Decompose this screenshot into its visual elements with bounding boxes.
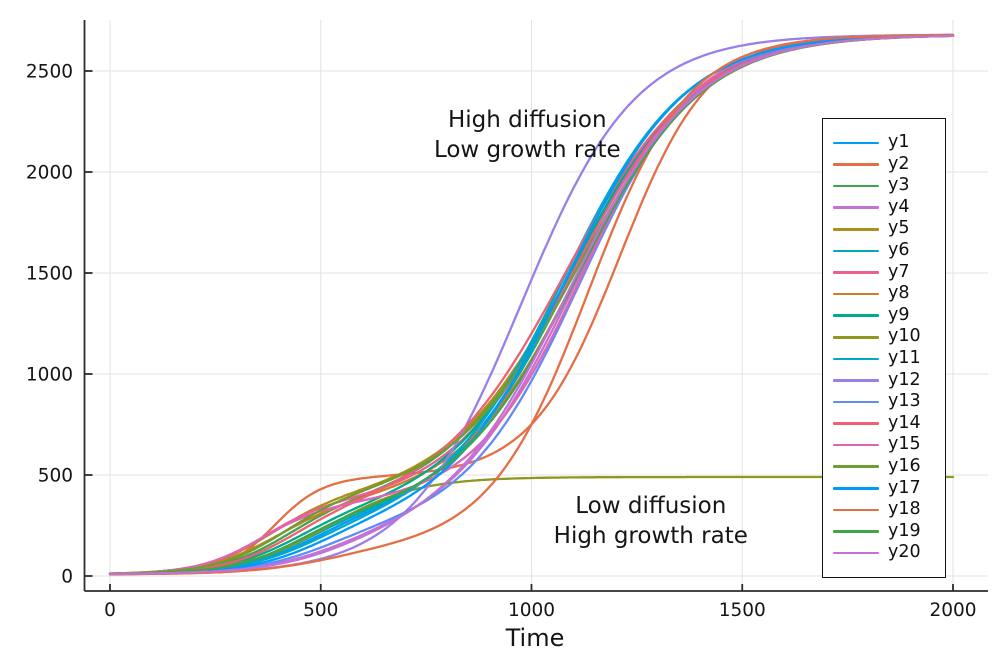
- legend-entry-y1: y1: [823, 132, 945, 154]
- annotation-low-diffusion: Low diffusion High growth rate: [554, 491, 748, 551]
- legend-entry-y3: y3: [823, 175, 945, 197]
- legend-line-swatch: [833, 379, 879, 382]
- legend-label: y10: [888, 326, 921, 347]
- legend-entry-y12: y12: [823, 370, 945, 392]
- annotation-line: High growth rate: [553, 523, 748, 550]
- legend-label: y15: [888, 434, 921, 455]
- series-line-y18: [108, 33, 955, 576]
- legend-line-swatch: [833, 314, 879, 317]
- legend-entry-y11: y11: [823, 348, 945, 370]
- legend-line-swatch: [833, 249, 879, 253]
- legend-line-swatch: [833, 292, 879, 296]
- legend-entry-y8: y8: [823, 283, 945, 305]
- legend-label: y9: [888, 304, 910, 325]
- y-tick-label: 2500: [26, 62, 73, 83]
- annotation-line: High diffusion: [447, 107, 607, 134]
- legend-label: y6: [888, 240, 910, 261]
- legend-entry-y6: y6: [823, 240, 945, 262]
- x-tick-label: 1500: [719, 600, 766, 621]
- legend-line-swatch: [833, 335, 879, 339]
- legend-entry-y19: y19: [823, 521, 945, 543]
- legend-label: y13: [888, 391, 921, 412]
- y-tick-label: 2000: [26, 163, 73, 184]
- legend-entry-y10: y10: [823, 326, 945, 348]
- legend-line-swatch: [833, 508, 879, 512]
- legend-entry-y7: y7: [823, 262, 945, 284]
- legend-label: y16: [888, 456, 921, 477]
- legend-entry-y15: y15: [823, 434, 945, 456]
- annotation-high-diffusion: High diffusion Low growth rate: [434, 105, 621, 165]
- series-line-y17: [108, 34, 955, 576]
- legend-line-swatch: [833, 163, 879, 166]
- legend-entry-y5: y5: [823, 218, 945, 240]
- legend-entry-y18: y18: [823, 499, 945, 521]
- legend-label: y18: [888, 499, 921, 520]
- legend-label: y20: [888, 542, 921, 563]
- legend-line-swatch: [833, 551, 879, 555]
- legend-line-swatch: [833, 184, 879, 188]
- x-tick-label: 1000: [508, 600, 555, 621]
- legend-label: y4: [888, 196, 910, 217]
- x-tick-label: 0: [104, 600, 116, 621]
- legend-entry-y13: y13: [823, 391, 945, 413]
- legend-entry-y16: y16: [823, 456, 945, 478]
- legend-entry-y2: y2: [823, 154, 945, 176]
- legend-line-swatch: [833, 443, 879, 447]
- legend-line-swatch: [833, 271, 879, 274]
- legend-line-swatch: [833, 206, 879, 209]
- legend-line-swatch: [833, 357, 879, 361]
- legend-line-swatch: [833, 400, 879, 404]
- legend-entry-y9: y9: [823, 305, 945, 327]
- legend-entry-y17: y17: [823, 478, 945, 500]
- legend-entry-y20: y20: [823, 542, 945, 564]
- legend-label: y1: [888, 132, 910, 153]
- legend-line-swatch: [833, 141, 879, 145]
- legend-line-swatch: [833, 465, 879, 469]
- legend-line-swatch: [833, 227, 879, 231]
- legend-label: y5: [888, 218, 910, 239]
- x-tick-label: 500: [303, 600, 338, 621]
- legend-line-swatch: [833, 422, 879, 425]
- legend-line-swatch: [833, 530, 879, 533]
- y-tick-label: 1000: [26, 365, 73, 386]
- y-tick-label: 1500: [26, 264, 73, 285]
- y-tick-label: 0: [61, 567, 73, 588]
- y-tick-label: 500: [38, 466, 73, 487]
- legend-line-swatch: [833, 487, 879, 490]
- legend-entry-y14: y14: [823, 413, 945, 435]
- series-line-y20: [108, 34, 955, 576]
- legend-label: y11: [888, 348, 921, 369]
- legend-label: y3: [888, 175, 910, 196]
- x-tick-label: 2000: [929, 600, 976, 621]
- legend-box: y1 y2 y3 y4 y5 y6 y7 y8 y9 y10 y11 y12 y13 y14 y15 y16 y…: [822, 118, 946, 578]
- annotation-line: Low growth rate: [433, 137, 621, 164]
- legend-label: y2: [888, 153, 910, 174]
- legend-label: y14: [888, 412, 921, 433]
- legend-label: y7: [888, 261, 910, 282]
- legend-label: y19: [888, 520, 921, 541]
- legend-label: y12: [888, 369, 921, 390]
- x-axis-label: Time: [505, 624, 565, 652]
- annotation-line: Low diffusion: [575, 493, 727, 520]
- legend-label: y8: [888, 283, 910, 304]
- legend-label: y17: [888, 477, 921, 498]
- legend-entry-y4: y4: [823, 197, 945, 219]
